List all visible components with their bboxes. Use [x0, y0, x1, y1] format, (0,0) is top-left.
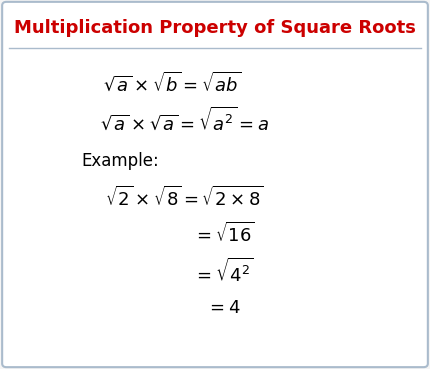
Text: $= \sqrt{16}$: $= \sqrt{16}$ — [193, 222, 255, 246]
Text: $\sqrt{a} \times \sqrt{b} = \sqrt{ab}$: $\sqrt{a} \times \sqrt{b} = \sqrt{ab}$ — [103, 71, 241, 95]
Text: Multiplication Property of Square Roots: Multiplication Property of Square Roots — [14, 19, 416, 37]
Text: $\sqrt{a} \times \sqrt{a} = \sqrt{a^2} = a$: $\sqrt{a} \times \sqrt{a} = \sqrt{a^2} =… — [100, 106, 270, 134]
Text: $= \sqrt{4^2}$: $= \sqrt{4^2}$ — [193, 257, 254, 285]
FancyBboxPatch shape — [2, 2, 428, 367]
Text: $\sqrt{2} \times \sqrt{8} = \sqrt{2 \times 8}$: $\sqrt{2} \times \sqrt{8} = \sqrt{2 \tim… — [105, 185, 264, 210]
Text: $= 4$: $= 4$ — [206, 299, 241, 317]
Text: Example:: Example: — [82, 152, 159, 169]
